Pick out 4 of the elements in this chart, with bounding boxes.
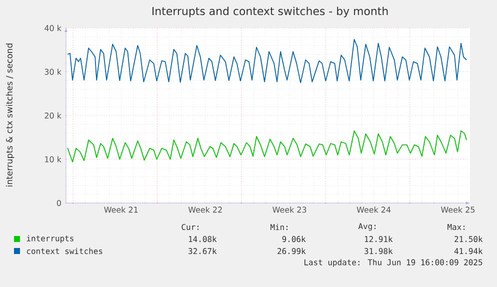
line-series <box>67 130 467 162</box>
chart-title: Interrupts and context switches - by month <box>152 6 388 18</box>
line-series <box>67 38 467 84</box>
y-axis-title: interrupts & ctx switches / second <box>6 44 14 186</box>
